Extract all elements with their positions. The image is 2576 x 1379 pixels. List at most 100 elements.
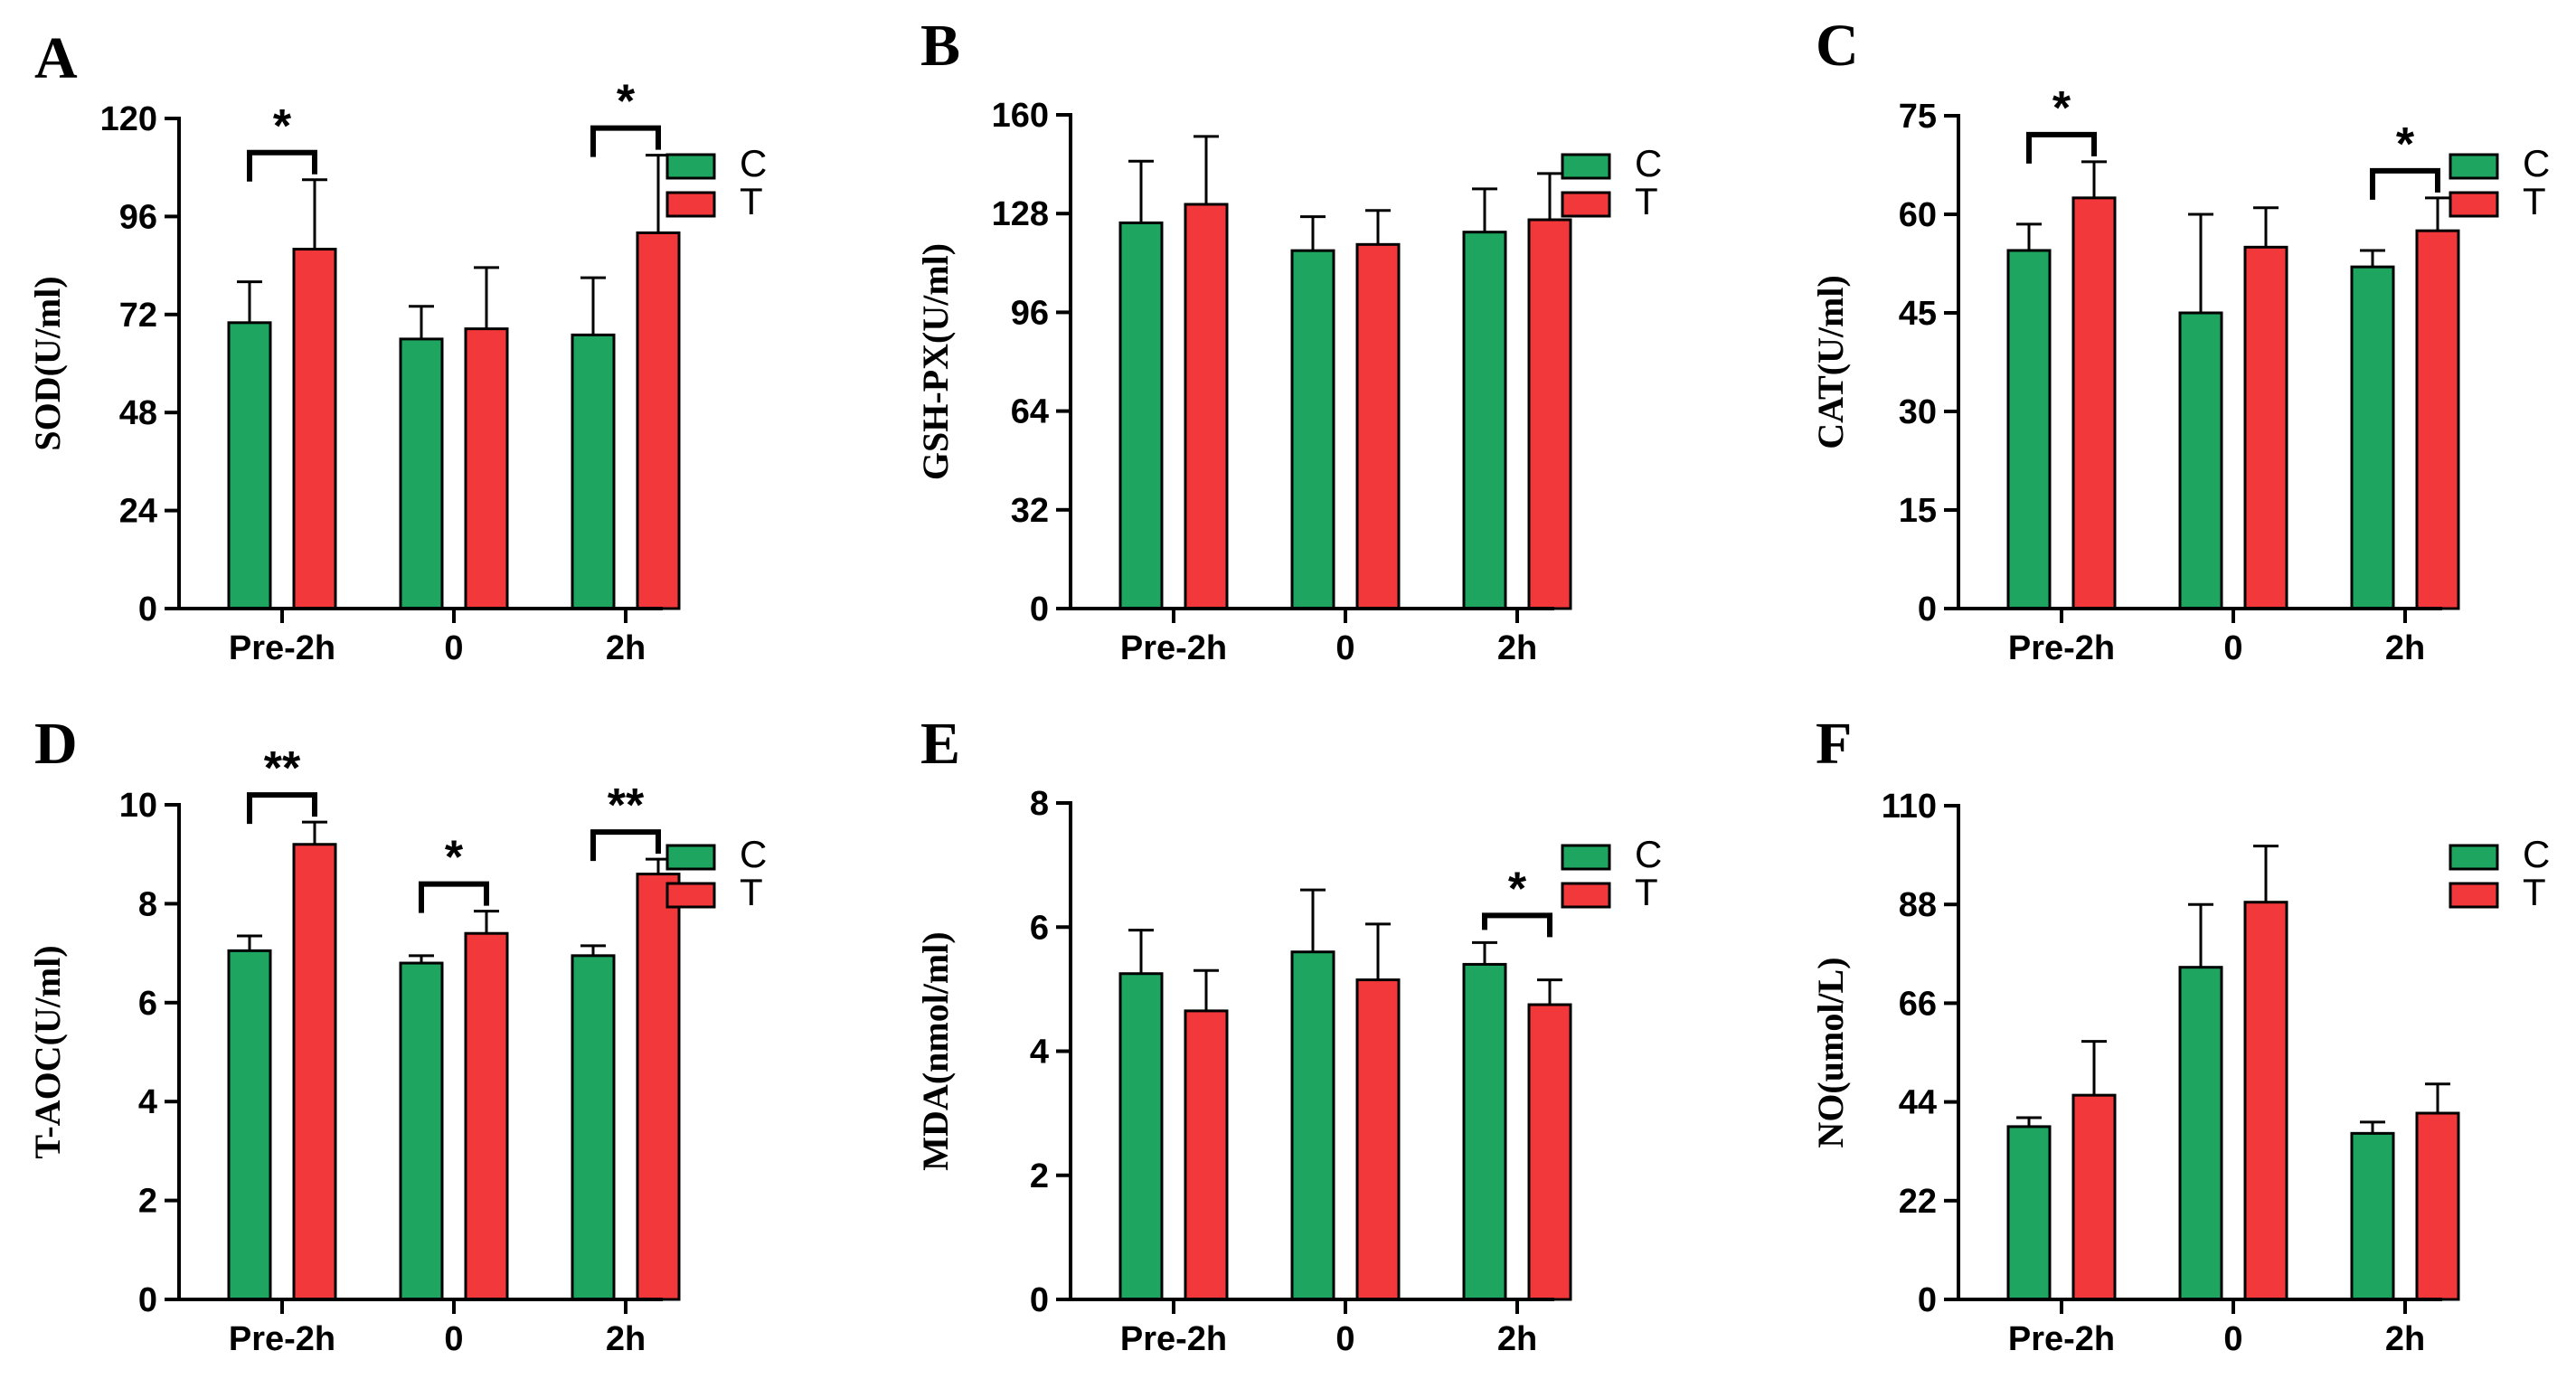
bar-t xyxy=(464,931,509,1301)
significance-bracket xyxy=(247,149,317,182)
x-tick-label: Pre-2h xyxy=(1120,629,1227,667)
legend-label-c: C xyxy=(740,142,767,184)
legend-label-t: T xyxy=(2523,871,2546,913)
bar-c xyxy=(1118,972,1164,1301)
panel-letter: B xyxy=(920,13,960,79)
x-tick-label: 0 xyxy=(2223,629,2242,667)
y-tick-label: 48 xyxy=(119,394,157,432)
y-tick-label: 66 xyxy=(1899,985,1937,1023)
bar-c xyxy=(571,954,616,1301)
legend-swatch-t xyxy=(1561,882,1611,909)
y-tick-label: 88 xyxy=(1899,886,1937,924)
bar-t xyxy=(1355,242,1401,610)
legend-swatch-c xyxy=(1561,153,1611,180)
bar-c xyxy=(227,321,272,610)
legend-label-c: C xyxy=(2523,833,2550,875)
y-tick-label: 128 xyxy=(992,195,1049,233)
bar-t xyxy=(2071,1093,2117,1301)
bar-t xyxy=(1355,978,1401,1301)
y-tick-label: 96 xyxy=(119,198,157,236)
bar-t xyxy=(1184,203,1229,610)
legend-swatch-t xyxy=(665,191,716,218)
bar-t xyxy=(1184,1009,1229,1301)
significance-label: * xyxy=(445,832,464,884)
legend-swatch-c xyxy=(665,153,716,180)
x-tick-label: Pre-2h xyxy=(1120,1320,1227,1358)
y-tick-label: 24 xyxy=(119,493,157,531)
bar-t xyxy=(636,231,681,610)
significance-label: * xyxy=(2052,82,2071,135)
legend-label-t: T xyxy=(1635,871,1658,913)
bar-t xyxy=(2243,901,2288,1301)
y-tick-label: 10 xyxy=(119,787,157,825)
y-tick-label: 32 xyxy=(1011,492,1049,530)
significance-bracket xyxy=(2370,167,2440,200)
bar-t xyxy=(292,843,337,1301)
legend-swatch-c xyxy=(2449,153,2499,180)
legend-label-c: C xyxy=(740,833,767,875)
legend-label-t: T xyxy=(740,180,763,222)
bar-t xyxy=(464,327,509,610)
bar-t xyxy=(2415,1111,2460,1301)
panel-a: A SOD(U/ml) 0 24 48 72 96 120 Pre-2h 0 2h * * CT xyxy=(27,25,767,667)
legend-swatch-t xyxy=(2449,882,2499,909)
legend-swatch-c xyxy=(2449,844,2499,871)
bar-t xyxy=(2243,245,2288,610)
bar-c xyxy=(571,333,616,610)
x-tick-label: 0 xyxy=(444,629,463,667)
y-tick-label: 120 xyxy=(100,100,157,138)
y-tick-label: 0 xyxy=(138,590,157,628)
y-tick-label: 6 xyxy=(1030,909,1049,947)
x-tick-label: 0 xyxy=(1335,629,1354,667)
bar-t xyxy=(2415,229,2460,610)
panel-letter: C xyxy=(1816,13,1859,79)
legend-label-c: C xyxy=(2523,142,2550,184)
y-tick-label: 4 xyxy=(1030,1034,1049,1072)
legend-swatch-t xyxy=(2449,191,2499,218)
x-tick-label: Pre-2h xyxy=(229,629,335,667)
significance-label: ** xyxy=(264,742,301,795)
x-tick-label: 2h xyxy=(1497,1320,1537,1358)
x-tick-label: 2h xyxy=(2385,629,2425,667)
y-axis-label: T-AOC(U/ml) xyxy=(27,945,68,1158)
y-tick-label: 8 xyxy=(138,885,157,923)
significance-label: * xyxy=(1508,863,1527,915)
x-tick-label: 0 xyxy=(2223,1320,2242,1358)
y-tick-label: 75 xyxy=(1899,98,1937,136)
legend-label-t: T xyxy=(2523,180,2546,222)
y-axis-label: CAT(U/ml) xyxy=(1810,275,1851,449)
y-tick-label: 44 xyxy=(1899,1084,1937,1122)
bar-t xyxy=(1527,218,1572,610)
y-tick-label: 0 xyxy=(1030,1281,1049,1319)
y-tick-label: 0 xyxy=(1918,590,1937,628)
bar-c xyxy=(1118,221,1164,610)
y-tick-label: 2 xyxy=(138,1183,157,1221)
significance-label: ** xyxy=(608,779,645,832)
panel-b: B GSH-PX(U/ml) 0 32 64 96 128 160 Pre-2h 0 2h CT xyxy=(915,13,1662,667)
x-tick-label: Pre-2h xyxy=(229,1320,335,1358)
y-axis-label: MDA(nmol/ml) xyxy=(915,931,956,1170)
bar-c xyxy=(399,961,444,1301)
y-tick-label: 45 xyxy=(1899,295,1937,333)
bar-c xyxy=(399,337,444,610)
significance-label: * xyxy=(273,100,292,153)
x-tick-label: Pre-2h xyxy=(2008,1320,2115,1358)
y-tick-label: 110 xyxy=(1882,788,1937,826)
y-tick-label: 60 xyxy=(1899,196,1937,234)
bar-c xyxy=(227,949,272,1301)
y-tick-label: 0 xyxy=(1918,1281,1937,1319)
significance-bracket xyxy=(590,829,661,862)
significance-bracket xyxy=(1482,912,1552,938)
y-tick-label: 2 xyxy=(1030,1157,1049,1195)
bar-c xyxy=(1462,231,1507,610)
y-tick-label: 22 xyxy=(1899,1183,1937,1221)
legend-label-t: T xyxy=(740,871,763,913)
y-tick-label: 72 xyxy=(119,297,157,335)
panel-e: E MDA(nmol/ml) 0 2 4 6 8 Pre-2h 0 2h * CT xyxy=(915,711,1662,1358)
y-tick-label: 8 xyxy=(1030,785,1049,823)
legend-swatch-c xyxy=(665,844,716,871)
y-tick-label: 30 xyxy=(1899,393,1937,431)
